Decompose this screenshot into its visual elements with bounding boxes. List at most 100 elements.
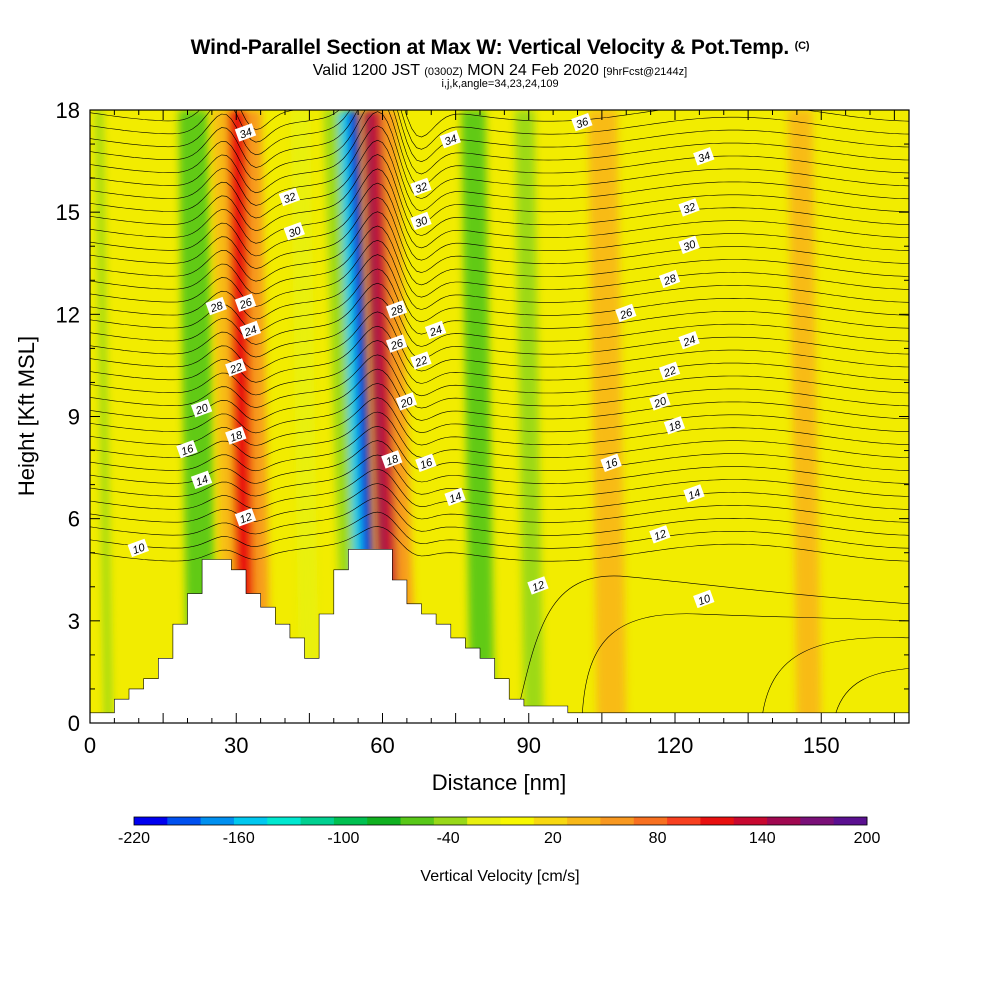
- colorbar-swatch: [200, 817, 235, 825]
- x-tick-label: 150: [803, 733, 840, 758]
- y-tick-label: 9: [68, 405, 80, 430]
- contour-line: [90, 110, 909, 138]
- contour-label-text: 34: [696, 150, 712, 165]
- contour-label: 28: [205, 296, 227, 316]
- copyright-mark: (C): [794, 40, 810, 52]
- contour-label-box: [234, 293, 257, 312]
- colorbar-swatch: [567, 817, 601, 825]
- colorbar-swatch: [267, 817, 302, 825]
- contour-label: 12: [234, 508, 257, 527]
- colorbar-swatch: [500, 817, 535, 825]
- contour-line: [90, 311, 909, 372]
- contour-label-box: [444, 487, 466, 506]
- contour-label-box: [424, 320, 447, 340]
- contour-line: [90, 383, 909, 434]
- contour-line: [90, 239, 909, 310]
- contour-label: 14: [444, 487, 466, 506]
- contour-label: 16: [415, 453, 437, 472]
- y-tick-label: 15: [56, 200, 80, 225]
- contour-line: [90, 110, 909, 163]
- velocity-band: [461, 110, 495, 723]
- contour-label-text: 26: [618, 306, 635, 322]
- contour-label-text: 30: [682, 238, 698, 254]
- contour-label: 26: [385, 334, 408, 353]
- colorbar-tick-label: -220: [118, 830, 150, 847]
- contour-label: 12: [527, 576, 549, 595]
- colorbar-swatch: [667, 817, 701, 825]
- colorbar-tick-label: 140: [749, 830, 776, 847]
- contour-line: [90, 268, 909, 335]
- colorbar-swatch: [467, 817, 501, 825]
- contour-line: [90, 110, 909, 175]
- contour-label-box: [678, 235, 700, 254]
- contour-label-text: 26: [388, 337, 405, 353]
- chart-title: Wind-Parallel Section at Max W: Vertical…: [0, 36, 1000, 60]
- contour-label: 10: [127, 538, 149, 558]
- y-axis-title: Height [Kft MSL]: [14, 336, 39, 496]
- contour-label-text: 30: [414, 214, 430, 230]
- contour-label-box: [663, 416, 686, 435]
- contour-label-box: [225, 358, 247, 377]
- contour-line: [90, 440, 909, 484]
- contour-line: [90, 325, 909, 384]
- contour-label-box: [410, 211, 432, 231]
- contour-label-text: 14: [194, 473, 210, 488]
- velocity-band: [372, 110, 402, 723]
- velocity-band: [95, 110, 112, 723]
- x-tick-label: 60: [370, 733, 394, 758]
- colorbar-swatch: [800, 817, 835, 825]
- contour-line: [90, 340, 909, 397]
- contour-label-box: [278, 187, 301, 207]
- contour-label-text: 32: [414, 181, 430, 196]
- contour-line: [90, 297, 909, 360]
- contour-label-text: 34: [238, 126, 254, 141]
- contour-label: 32: [678, 198, 700, 217]
- contour-label-box: [571, 113, 593, 132]
- contour-label-box: [283, 222, 305, 241]
- contour-label-box: [658, 361, 681, 380]
- colorbar-swatch: [767, 817, 801, 825]
- contour-label-box: [649, 525, 671, 544]
- contour-label: 20: [395, 392, 418, 411]
- velocity-band: [246, 110, 271, 723]
- contour-label-box: [225, 426, 247, 445]
- contour-label-box: [190, 399, 213, 418]
- contour-label-text: 16: [180, 443, 196, 459]
- contour-label-text: 24: [681, 334, 698, 350]
- contour-line: [582, 613, 909, 713]
- contour-label: 34: [439, 130, 461, 149]
- x-tick-label: 0: [84, 733, 96, 758]
- velocity-band: [588, 110, 627, 723]
- contour-label: 18: [381, 450, 403, 469]
- contour-line: [762, 637, 909, 713]
- contour-label-text: 14: [687, 487, 703, 502]
- contour-label-text: 24: [242, 324, 259, 340]
- colorbar-tick-label: -40: [437, 830, 460, 847]
- contour-label-text: 12: [653, 528, 669, 543]
- colorbar-tick-label: -160: [223, 830, 255, 847]
- colorbar-swatch: [367, 817, 402, 825]
- contour-label-box: [410, 351, 432, 370]
- contour-line: [90, 483, 909, 523]
- contour-label-box: [234, 508, 257, 527]
- contour-line: [518, 575, 909, 707]
- colorbar-swatch: [700, 817, 735, 825]
- contour-label: 24: [678, 331, 700, 350]
- contour-line: [90, 125, 909, 212]
- contour-label: 14: [683, 484, 705, 503]
- colorbar-swatch: [533, 817, 568, 825]
- contour-label-box: [385, 300, 408, 319]
- contour-label: 34: [693, 147, 715, 166]
- colorbar-swatch: [400, 817, 435, 825]
- colorbar-swatch: [600, 817, 635, 825]
- contour-label-box: [683, 484, 705, 503]
- contour-line: [90, 511, 909, 549]
- colorbar-tick-label: 80: [649, 830, 667, 847]
- contour-label: 22: [410, 351, 432, 370]
- colorbar-swatch: [833, 817, 868, 825]
- colorbar-swatch: [333, 817, 368, 825]
- contour-label: 26: [615, 303, 637, 322]
- contour-label-text: 26: [237, 296, 254, 312]
